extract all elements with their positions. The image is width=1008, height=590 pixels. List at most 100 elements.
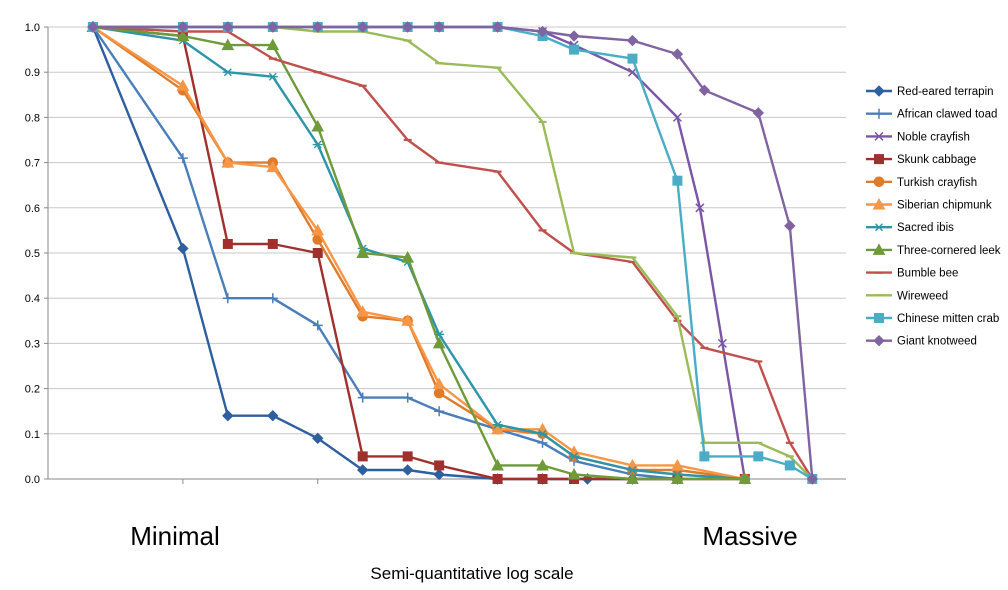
- legend-label: Noble crayfish: [897, 131, 970, 143]
- data-point-giant-knotweed: [222, 21, 234, 33]
- data-point-skunk-cabbage: [267, 238, 278, 249]
- data-point-sacred-ibis: [492, 420, 503, 429]
- data-point-three-cornered-leek: [626, 472, 639, 484]
- data-point-siberian-chipmunk: [671, 458, 684, 471]
- data-point-giant-knotweed: [401, 21, 414, 33]
- data-point-three-cornered-leek: [401, 250, 415, 263]
- data-point-red-eared-terrapin: [177, 242, 189, 255]
- data-point-giant-knotweed: [784, 220, 796, 232]
- data-point-siberian-chipmunk: [176, 79, 190, 91]
- data-point-giant-knotweed: [491, 21, 504, 33]
- legend-item-african-clawed-toad: African clawed toad: [866, 109, 997, 121]
- data-point-skunk-cabbage: [402, 451, 413, 462]
- y-tick-label: 1.0: [25, 22, 40, 34]
- x-axis-title: Semi-quantitative log scale: [370, 564, 573, 583]
- legend-swatch-marker: [874, 154, 884, 165]
- data-point-red-eared-terrapin: [356, 464, 369, 476]
- legend-item-red-eared-terrapin: Red-eared terrapin: [866, 85, 994, 98]
- legend-item-skunk-cabbage: Skunk cabbage: [866, 154, 976, 166]
- series-giant-knotweed: [87, 21, 818, 485]
- legend-swatch-marker: [872, 243, 886, 255]
- x-endpoint-massive: Massive: [702, 521, 797, 551]
- legend-swatch-marker: [874, 313, 884, 323]
- data-point-chinese-mitten-crab: [627, 53, 638, 64]
- legend-swatch-marker: [873, 176, 885, 188]
- legend-label: Red-eared terrapin: [897, 86, 994, 98]
- data-point-giant-knotweed: [267, 21, 279, 33]
- data-point-giant-knotweed: [433, 21, 445, 33]
- legend-item-siberian-chipmunk: Siberian chipmunk: [866, 197, 992, 212]
- data-point-siberian-chipmunk: [491, 422, 504, 435]
- data-point-giant-knotweed: [568, 30, 580, 42]
- legend-swatch-marker: [872, 197, 886, 210]
- legend-label: Siberian chipmunk: [897, 200, 992, 212]
- data-point-skunk-cabbage: [222, 238, 233, 249]
- data-point-african-clawed-toad: [357, 392, 368, 403]
- data-point-african-clawed-toad: [537, 437, 548, 448]
- data-point-giant-knotweed: [806, 473, 818, 485]
- legend-swatch-marker: [874, 223, 884, 232]
- data-point-siberian-chipmunk: [432, 377, 446, 390]
- data-point-three-cornered-leek: [738, 472, 752, 484]
- data-point-siberian-chipmunk: [266, 160, 280, 173]
- data-point-red-eared-terrapin: [312, 432, 324, 445]
- legend-item-three-cornered-leek: Three-cornered leek: [866, 243, 1001, 257]
- data-point-three-cornered-leek: [567, 467, 581, 480]
- data-point-skunk-cabbage: [357, 451, 368, 462]
- data-point-three-cornered-leek: [221, 38, 235, 51]
- legend-label: Chinese mitten crab: [897, 313, 999, 325]
- y-tick-label: 0.2: [25, 384, 40, 396]
- data-point-african-clawed-toad: [402, 392, 413, 403]
- x-endpoint-minimal: Minimal: [130, 521, 220, 551]
- y-tick-label: 0.1: [25, 429, 40, 441]
- data-point-three-cornered-leek: [536, 458, 549, 471]
- data-point-african-clawed-toad: [312, 320, 323, 331]
- data-point-giant-knotweed: [177, 21, 189, 33]
- legend-swatch-marker: [874, 131, 884, 141]
- series-layer: [86, 20, 818, 485]
- data-point-three-cornered-leek: [356, 246, 370, 258]
- data-point-turkish-crayfish: [433, 387, 445, 399]
- y-tick-label: 0.3: [25, 338, 40, 350]
- data-point-african-clawed-toad: [434, 406, 445, 417]
- legend-swatch-marker: [873, 334, 885, 347]
- data-point-giant-knotweed: [356, 21, 369, 33]
- data-point-giant-knotweed: [752, 107, 765, 119]
- legend-item-bumble-bee: Bumble bee: [866, 268, 958, 280]
- legend-label: Sacred ibis: [897, 222, 954, 234]
- data-point-three-cornered-leek: [176, 29, 190, 42]
- data-point-sacred-ibis: [537, 429, 548, 438]
- legend-item-chinese-mitten-crab: Chinese mitten crab: [866, 313, 999, 325]
- data-point-sacred-ibis: [569, 452, 580, 461]
- data-point-three-cornered-leek: [491, 458, 504, 471]
- legend-item-noble-crayfish: Noble crayfish: [866, 131, 970, 143]
- data-point-red-eared-terrapin: [401, 464, 414, 476]
- data-point-african-clawed-toad: [222, 293, 233, 304]
- legend-label: Wireweed: [897, 290, 948, 302]
- data-point-noble-crayfish: [695, 203, 705, 213]
- legend-swatch-marker: [873, 85, 885, 97]
- legend-label: Skunk cabbage: [897, 154, 976, 166]
- legend-item-sacred-ibis: Sacred ibis: [866, 222, 954, 234]
- data-point-red-eared-terrapin: [433, 468, 445, 481]
- data-point-chinese-mitten-crab: [569, 44, 580, 55]
- data-point-chinese-mitten-crab: [753, 451, 764, 462]
- data-point-chinese-mitten-crab: [699, 451, 710, 462]
- data-point-giant-knotweed: [312, 21, 324, 33]
- legend-label: African clawed toad: [897, 109, 997, 121]
- data-point-three-cornered-leek: [266, 38, 280, 51]
- data-point-sacred-ibis: [312, 140, 323, 149]
- data-point-giant-knotweed: [698, 84, 711, 96]
- data-point-chinese-mitten-crab: [784, 460, 795, 471]
- data-point-giant-knotweed: [87, 21, 99, 33]
- data-point-giant-knotweed: [536, 25, 549, 38]
- legend-label: Giant knotweed: [897, 336, 977, 348]
- data-point-noble-crayfish: [672, 112, 682, 122]
- plot-area: 0.0 0.1 0.2 0.3 0.4 0.5 0.6 0.7 0.8 0.9 1.0: [25, 20, 846, 486]
- y-tick-label: 0.0: [25, 474, 40, 486]
- data-point-skunk-cabbage: [312, 248, 323, 258]
- y-tick-label: 0.8: [25, 112, 40, 124]
- data-point-red-eared-terrapin: [267, 410, 279, 422]
- y-tick-label: 0.5: [25, 248, 40, 260]
- data-point-noble-crayfish: [627, 67, 637, 77]
